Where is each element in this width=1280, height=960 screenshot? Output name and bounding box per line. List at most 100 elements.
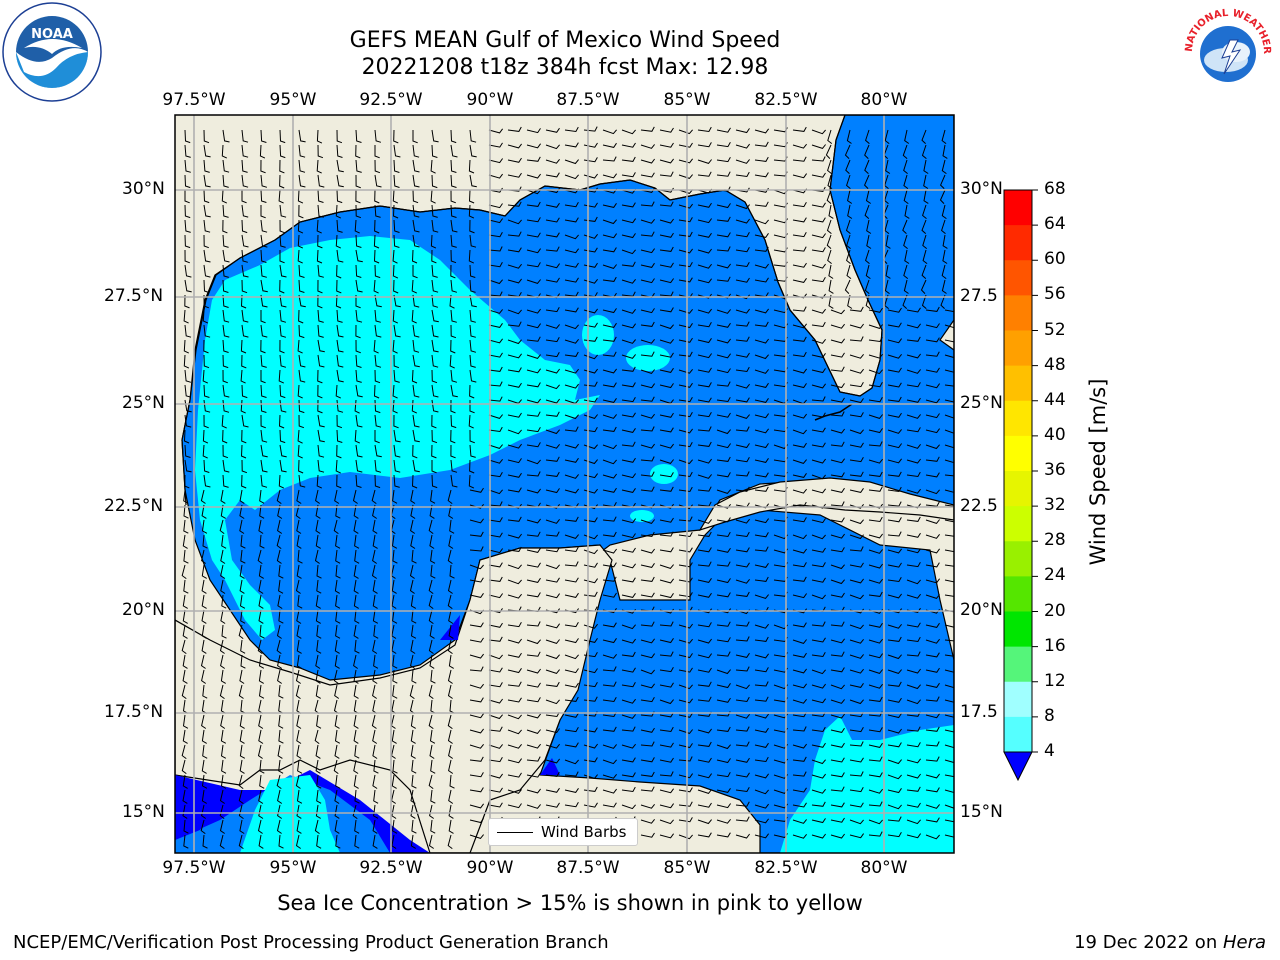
- wind-barb: [678, 158, 693, 164]
- wind-barb: [545, 456, 560, 462]
- wind-barb: [412, 324, 420, 338]
- wind-barb: [353, 774, 359, 789]
- wind-barb: [297, 189, 304, 204]
- wind-barb: [411, 369, 418, 384]
- wind-barb: [298, 294, 306, 308]
- wind-barb: [335, 504, 341, 519]
- wind-barb: [659, 503, 674, 509]
- wind-barb: [334, 489, 340, 504]
- wind-barb: [545, 669, 560, 674]
- wind-barb: [621, 233, 636, 239]
- wind-barb: [353, 504, 359, 519]
- wind-barb: [716, 443, 732, 449]
- wind-barb: [374, 324, 382, 338]
- wind-barb: [241, 324, 249, 338]
- wind-barb: [678, 698, 693, 704]
- wind-barb: [469, 234, 477, 248]
- wind-barb: [184, 324, 192, 338]
- wind-barb: [545, 787, 560, 793]
- wind-barb: [849, 638, 864, 644]
- wind-barb: [409, 579, 415, 594]
- wind-barb: [526, 323, 542, 329]
- wind-barb: [183, 549, 189, 564]
- wind-barb: [277, 669, 282, 684]
- wind-barb: [393, 219, 400, 233]
- wind-barb: [716, 744, 731, 750]
- wind-barb: [678, 337, 693, 343]
- wind-barb: [906, 668, 921, 674]
- wind-barb: [181, 564, 187, 580]
- wind-barb: [469, 787, 484, 793]
- wind-barb: [526, 336, 541, 342]
- wind-barb: [678, 667, 693, 673]
- wind-barb: [678, 174, 693, 179]
- wind-barb: [295, 579, 301, 594]
- wind-barb: [602, 308, 617, 314]
- wind-barb: [507, 579, 522, 585]
- wind-barb: [845, 219, 851, 234]
- wind-barb: [602, 696, 617, 703]
- wind-barb: [184, 459, 192, 473]
- wind-barb: [333, 759, 339, 775]
- wind-barb: [260, 129, 267, 143]
- wind-barb: [545, 277, 560, 283]
- wind-barb: [868, 819, 883, 825]
- wind-barb: [297, 339, 303, 354]
- wind-barb: [868, 353, 883, 359]
- wind-barb: [469, 487, 484, 493]
- wind-barb: [392, 309, 399, 324]
- wind-barb: [428, 714, 434, 730]
- wind-barb: [391, 774, 397, 789]
- wind-barb: [220, 774, 227, 789]
- wind-barb: [410, 594, 417, 609]
- wind-barb: [391, 639, 397, 654]
- wind-barb: [830, 366, 845, 372]
- wind-barb: [507, 321, 522, 327]
- wind-barb: [811, 129, 826, 135]
- wind-barb: [507, 546, 522, 552]
- wind-barb: [279, 339, 285, 354]
- wind-barb: [526, 279, 541, 284]
- wind-barb: [336, 249, 344, 263]
- wind-barb: [450, 474, 458, 488]
- wind-barb: [297, 219, 304, 234]
- wind-barb: [792, 652, 807, 658]
- wind-barb: [488, 726, 503, 732]
- wind-barb: [811, 621, 826, 627]
- wind-barb: [849, 306, 864, 312]
- wind-barb: [621, 428, 636, 433]
- wind-barb: [884, 129, 890, 144]
- wind-barb: [507, 487, 522, 493]
- wind-barb: [906, 742, 921, 748]
- wind-barb: [488, 291, 503, 297]
- wind-barb: [448, 654, 454, 669]
- wind-barb: [716, 412, 731, 418]
- wind-barb: [221, 534, 227, 549]
- wind-barb: [393, 279, 399, 294]
- wind-barb: [640, 413, 655, 419]
- wind-barb: [659, 459, 674, 464]
- wind-barb: [353, 594, 359, 609]
- wind-barb: [260, 219, 268, 233]
- wind-barb: [430, 669, 436, 684]
- wind-barb: [315, 684, 321, 699]
- wind-barb: [373, 234, 380, 249]
- wind-barb: [393, 429, 401, 443]
- lon-label-top: 87.5°W: [556, 90, 620, 110]
- wind-barb: [830, 428, 845, 434]
- wind-barb: [621, 698, 636, 704]
- wind-barb: [488, 472, 503, 478]
- wind-barb: [469, 444, 476, 458]
- wind-barb: [678, 516, 693, 522]
- wind-barb: [811, 547, 826, 553]
- wind-barb: [221, 759, 227, 774]
- wind-barb: [830, 309, 845, 315]
- wind-barb: [374, 145, 380, 159]
- wind-barb: [925, 323, 940, 329]
- wind-barb: [922, 234, 928, 249]
- wind-barb: [450, 384, 458, 398]
- wind-barb: [507, 564, 522, 570]
- wind-barb: [640, 278, 655, 284]
- wind-barb: [865, 129, 870, 144]
- wind-barb: [735, 457, 750, 463]
